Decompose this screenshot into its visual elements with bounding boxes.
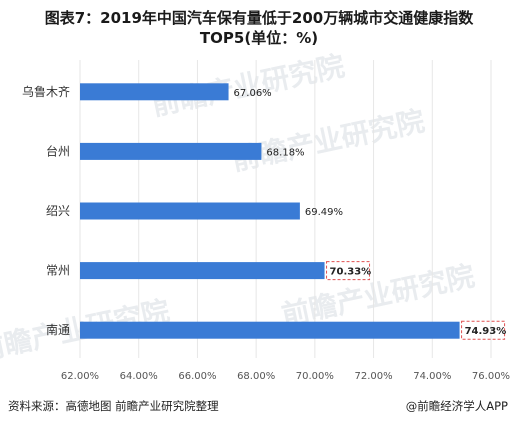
data-label: 70.33%: [330, 267, 372, 278]
x-tick-label: 66.00%: [178, 371, 216, 382]
chart-title: 图表7：2019年中国汽车保有量低于200万辆城市交通健康指数 TOP5(单位：…: [0, 8, 518, 48]
category-label: 台州: [46, 143, 70, 158]
chart-title-line1: 图表7：2019年中国汽车保有量低于200万辆城市交通健康指数: [44, 9, 474, 27]
x-tick-label: 74.00%: [413, 371, 451, 382]
category-label: 南通: [46, 322, 70, 337]
source-note: 资料来源：高德地图 前瞻产业研究院整理: [8, 399, 219, 413]
category-label: 绍兴: [46, 204, 70, 218]
category-label: 乌鲁木齐: [22, 84, 70, 99]
bar: [80, 262, 325, 280]
x-tick-label: 62.00%: [61, 371, 99, 382]
x-tick-label: 72.00%: [355, 371, 393, 382]
bar: [80, 142, 262, 160]
data-label: 74.93%: [465, 326, 507, 337]
x-tick-label: 64.00%: [120, 371, 158, 382]
watermark-text: 前瞻产业研究院: [229, 104, 428, 177]
data-label: 68.18%: [266, 147, 304, 158]
bar: [80, 202, 300, 220]
bar: [80, 83, 229, 101]
chart-title-line2: TOP5(单位：%): [199, 29, 319, 47]
category-label: 常州: [46, 264, 70, 278]
x-tick-label: 70.00%: [296, 371, 334, 382]
data-label-highlight-box: [461, 320, 506, 340]
data-label-highlight-box: [326, 261, 371, 281]
x-tick-label: 68.00%: [237, 371, 275, 382]
bar: [80, 321, 460, 339]
brand-label: @前瞻经济学人APP: [405, 399, 508, 413]
data-label: 67.06%: [234, 88, 272, 99]
x-tick-label: 76.00%: [472, 371, 510, 382]
data-label: 69.49%: [305, 207, 343, 218]
